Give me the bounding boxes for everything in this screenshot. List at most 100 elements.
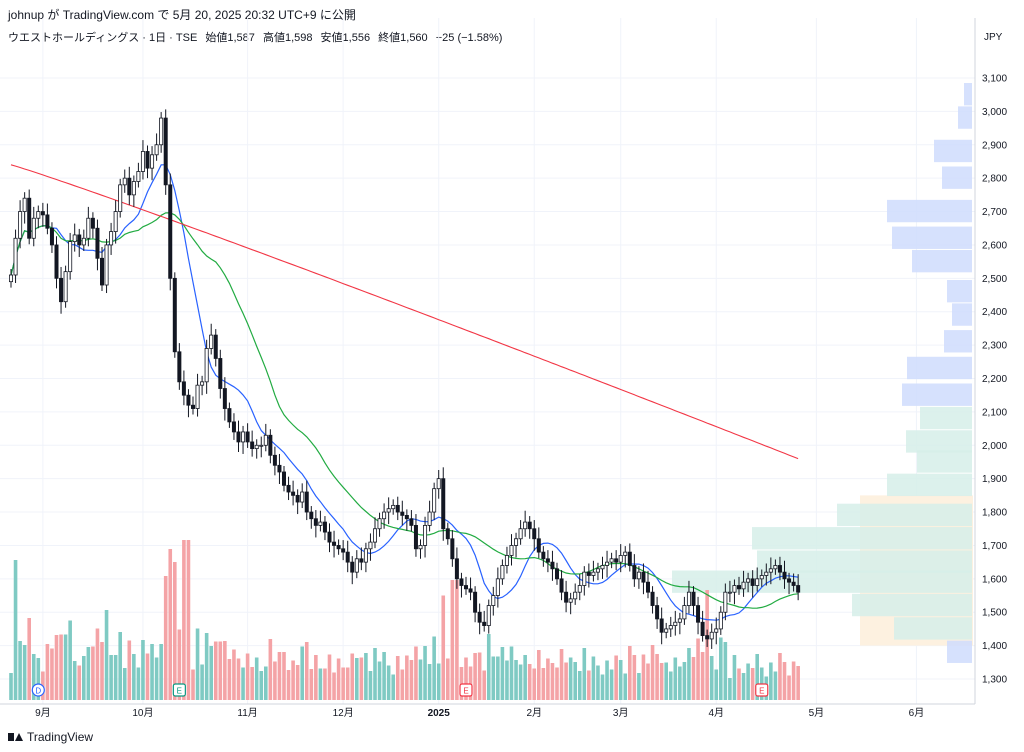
candle-body — [150, 154, 155, 169]
candle-body — [659, 618, 664, 633]
volume-bar — [377, 661, 382, 700]
candle-body — [423, 525, 428, 546]
candle-body — [391, 504, 396, 510]
candle-body — [636, 571, 641, 580]
volume-bar — [791, 661, 796, 700]
ma-short-line — [10, 164, 799, 621]
candle-body — [586, 571, 591, 576]
volume-bar — [678, 666, 682, 700]
volume-bar — [54, 635, 59, 700]
publish-header: johnup が TradingView.com で 5月 20, 2025 2… — [8, 8, 356, 22]
candle-body — [300, 491, 305, 503]
volume-bar — [18, 641, 22, 700]
volume-bar — [687, 648, 691, 700]
volume-bar — [573, 662, 577, 700]
candle-body — [159, 117, 164, 146]
candle-body — [109, 231, 114, 246]
price-tick-label: 2,700 — [982, 207, 1007, 218]
candle-body — [473, 591, 478, 613]
candle-body — [145, 151, 150, 169]
volume-bar — [582, 648, 587, 700]
candle-body — [737, 585, 742, 590]
candle-body — [336, 545, 341, 550]
time-axis[interactable]: 9月 10月 11月 12月 2025 2月 3月 4月 5月 6月 — [0, 703, 975, 719]
volume-bar — [118, 632, 122, 700]
symbol-name[interactable]: ウエストホールディングス · 1日 · TSE — [8, 32, 198, 44]
volume-bar — [254, 657, 259, 700]
candle-body — [236, 431, 241, 443]
candle-body — [682, 605, 687, 620]
volume-bar — [641, 654, 646, 700]
volume-bar — [486, 634, 491, 700]
volume-bar — [427, 664, 432, 700]
dividend-marker-icon[interactable] — [31, 683, 45, 697]
candle-body — [313, 518, 318, 526]
price-chart[interactable]: D E E E JPY 1,300 1,400 1,500 1,600 1,700 1,800 1… — [0, 18, 1024, 724]
candle-body — [131, 181, 136, 196]
volume-bar — [769, 662, 773, 700]
candle-body — [341, 548, 346, 553]
price-tick-label: 3,100 — [982, 74, 1007, 85]
candle-body — [591, 571, 596, 576]
candle-body — [727, 591, 732, 594]
volume-bar — [596, 665, 600, 700]
candle-body — [741, 581, 746, 590]
candle-body — [90, 217, 95, 229]
candle-body — [77, 234, 82, 246]
volume-bar — [82, 656, 86, 700]
volume-profile-bar — [912, 249, 972, 273]
volume-bar — [68, 620, 72, 700]
earnings-marker-icon[interactable] — [172, 683, 186, 697]
currency-label: JPY — [984, 32, 1003, 43]
volume-profile-bar — [920, 406, 972, 430]
candle-body — [668, 625, 673, 630]
candle-body — [81, 237, 86, 246]
volume-bar — [609, 669, 614, 700]
candle-body — [782, 571, 787, 580]
candle-body — [463, 585, 468, 590]
candle-body — [600, 565, 605, 570]
volume-bar — [218, 641, 223, 700]
change-value: −25 (−1.58%) — [435, 32, 503, 44]
earnings-marker-icon[interactable] — [755, 683, 769, 697]
candle-body — [468, 588, 473, 593]
volume-bar — [227, 659, 232, 700]
candle-body — [577, 585, 582, 593]
volume-bar — [122, 668, 127, 700]
volume-bar — [359, 657, 364, 700]
candle-body — [154, 144, 159, 156]
volume-bar — [109, 655, 113, 700]
candle-body — [627, 551, 632, 566]
candle-body — [63, 271, 68, 303]
candle-body — [768, 568, 773, 573]
volume-profile-bar — [917, 450, 972, 473]
candle-body — [791, 581, 796, 586]
volume-bar — [491, 656, 496, 700]
candle-body — [573, 591, 578, 600]
candle-body — [395, 504, 400, 513]
earnings-marker-icon[interactable] — [459, 683, 473, 697]
volume-bar — [295, 665, 300, 700]
volume-bar — [355, 658, 359, 700]
volume-bar — [500, 647, 505, 700]
volume-bar — [314, 655, 318, 700]
candle-body — [509, 545, 514, 556]
volume-bar — [195, 628, 200, 700]
candle-body — [27, 197, 32, 239]
volume-bar — [318, 668, 323, 700]
price-axis[interactable]: JPY 1,300 1,400 1,500 1,600 1,700 1,800 1,900 2… — [974, 18, 1007, 704]
candle-body — [332, 541, 337, 546]
candle-body — [409, 518, 414, 526]
volume-bar — [304, 642, 309, 700]
volume-profile-bar — [887, 199, 972, 223]
candle-body — [104, 244, 109, 286]
candle-body — [459, 578, 464, 586]
candle-body — [523, 521, 528, 530]
candle-body — [655, 605, 660, 620]
price-tick-label: 1,500 — [982, 608, 1007, 619]
volume-profile-bar — [852, 593, 972, 617]
volume-bar — [232, 649, 236, 700]
volume-profile-bar — [906, 430, 972, 453]
candle-body — [95, 227, 100, 259]
